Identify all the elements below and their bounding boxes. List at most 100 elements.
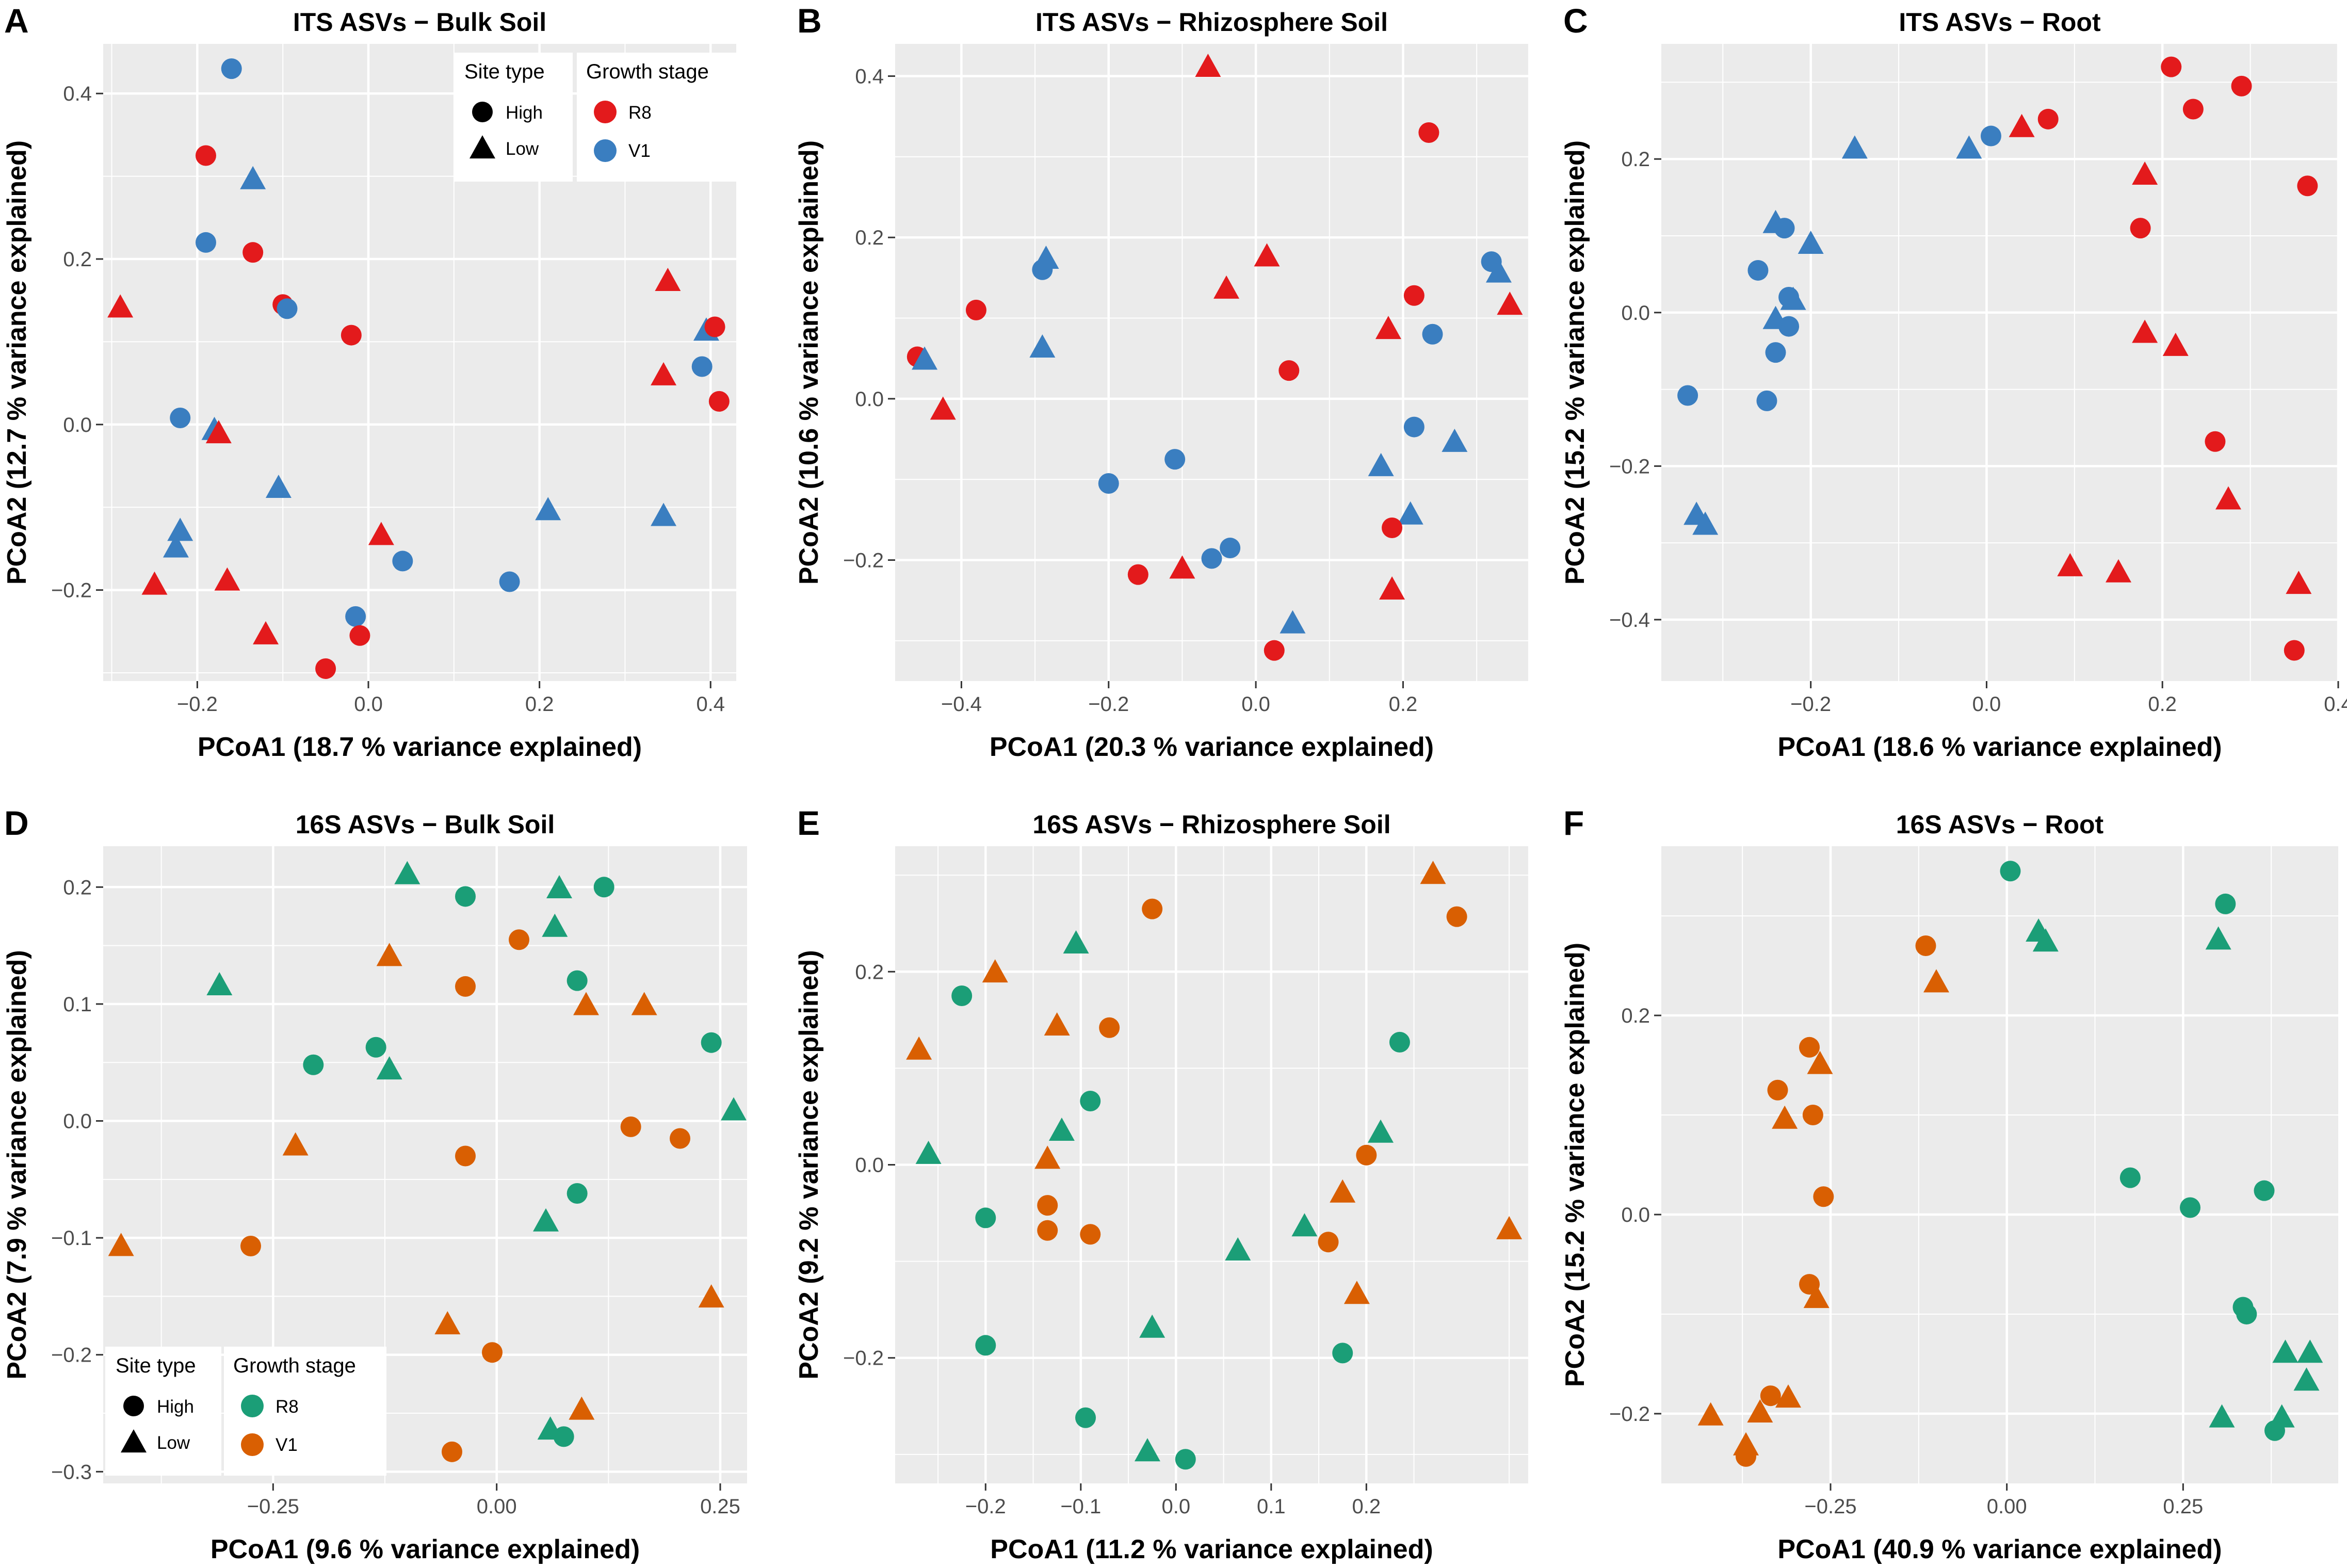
data-point-high-v1 bbox=[442, 1441, 462, 1462]
data-point-high-v1 bbox=[1778, 316, 1800, 337]
x-tick-label: −0.1 bbox=[1060, 1495, 1101, 1518]
data-point-low-r8 bbox=[721, 1097, 747, 1121]
x-tick-label: −0.25 bbox=[1804, 1495, 1856, 1518]
y-tick-label: −0.2 bbox=[1609, 1403, 1650, 1426]
y-tick-label: 0.0 bbox=[63, 1110, 92, 1133]
data-point-low-v1 bbox=[1775, 1384, 1801, 1408]
data-point-high-r8 bbox=[455, 886, 476, 907]
data-point-low-r8 bbox=[2032, 928, 2059, 952]
legend-site-type-box bbox=[105, 1347, 221, 1476]
data-point-high-r8 bbox=[965, 299, 986, 320]
data-point-high-r8 bbox=[2130, 218, 2151, 239]
data-point-low-r8 bbox=[394, 861, 420, 884]
y-tick-label: 0.0 bbox=[855, 1154, 884, 1177]
data-point-high-r8 bbox=[2119, 1167, 2141, 1188]
data-point-low-r8 bbox=[655, 268, 681, 292]
panel-a: −0.2 0.0 0.2 0.4 −0.2 0.0 0.2 0.4 ITS ASVs − Bul… bbox=[2, 2, 742, 762]
data-point-low-r8 bbox=[1375, 316, 1401, 340]
data-point-low-v1 bbox=[1420, 861, 1446, 884]
data-point-high-v1 bbox=[1799, 1037, 1820, 1058]
data-point-high-v1 bbox=[1098, 473, 1119, 494]
data-point-high-r8 bbox=[2161, 56, 2182, 77]
x-tick-label: −0.2 bbox=[177, 693, 218, 716]
data-point-high-r8 bbox=[2037, 108, 2059, 130]
data-point-low-r8 bbox=[2106, 559, 2132, 583]
legend-site-type-title: Site type bbox=[464, 60, 545, 83]
data-point-low-r8 bbox=[1134, 1438, 1160, 1462]
y-tick-label: 0.4 bbox=[63, 83, 92, 105]
data-point-high-v1 bbox=[1037, 1195, 1058, 1216]
data-point-high-r8 bbox=[1332, 1343, 1353, 1364]
data-point-low-v1 bbox=[698, 1284, 724, 1308]
y-tick-label: 0.0 bbox=[1621, 302, 1650, 325]
data-point-high-r8 bbox=[341, 325, 362, 346]
x-axis-label: PCoA1 (11.2 % variance explained) bbox=[990, 1534, 1433, 1564]
data-point-low-v1 bbox=[1747, 1399, 1773, 1423]
data-point-low-r8 bbox=[2293, 1367, 2320, 1391]
data-point-high-v1 bbox=[1765, 342, 1786, 363]
data-point-low-r8 bbox=[542, 913, 568, 937]
y-tick-label: 0.1 bbox=[63, 993, 92, 1016]
data-point-low-r8 bbox=[2297, 1339, 2323, 1363]
legend-low-key bbox=[121, 1429, 147, 1453]
data-point-low-r8 bbox=[206, 972, 233, 996]
data-point-high-v1 bbox=[1802, 1105, 1823, 1126]
data-point-high-r8 bbox=[303, 1054, 324, 1075]
legend-growth-stage-title: Growth stage bbox=[233, 1354, 356, 1377]
data-point-low-r8 bbox=[253, 621, 279, 644]
data-point-high-r8 bbox=[2231, 75, 2252, 96]
data-point-high-r8 bbox=[1278, 360, 1300, 381]
data-points bbox=[1697, 861, 2323, 1467]
data-point-high-v1 bbox=[392, 551, 413, 572]
data-point-low-r8 bbox=[2009, 114, 2035, 137]
x-tick-label: 0.1 bbox=[1257, 1495, 1286, 1518]
data-point-low-v1 bbox=[1692, 511, 1719, 535]
data-point-low-r8 bbox=[533, 1208, 559, 1232]
plot-background bbox=[1661, 846, 2338, 1483]
data-point-high-v1 bbox=[1164, 449, 1186, 470]
data-point-high-v1 bbox=[1318, 1232, 1339, 1253]
data-point-low-r8 bbox=[368, 522, 394, 545]
data-point-low-v1 bbox=[1442, 428, 1468, 452]
x-axis-label: PCoA1 (18.7 % variance explained) bbox=[198, 732, 642, 762]
legend-high-key bbox=[123, 1396, 144, 1416]
legend-v1-key bbox=[594, 139, 617, 162]
data-point-high-r8 bbox=[1382, 517, 1403, 538]
data-points bbox=[907, 53, 1523, 661]
data-point-low-r8 bbox=[2209, 1404, 2235, 1428]
data-point-high-v1 bbox=[509, 929, 529, 950]
data-point-low-r8 bbox=[546, 875, 572, 898]
panel-e: −0.2 −0.1 0.0 0.1 0.2 −0.2 0.0 0.2 16S ASVs − Rh… bbox=[794, 804, 1528, 1564]
y-axis-label: PCoA2 (10.6 % variance explained) bbox=[794, 140, 824, 585]
y-axis-label: PCoA2 (7.9 % variance explained) bbox=[2, 950, 32, 1379]
y-axis-label: PCoA2 (15.2 % variance explained) bbox=[1560, 140, 1590, 585]
y-tick-label: 0.0 bbox=[855, 388, 884, 411]
data-point-high-r8 bbox=[1175, 1449, 1196, 1470]
x-tick-label: −0.25 bbox=[247, 1495, 299, 1518]
data-point-high-r8 bbox=[2297, 175, 2318, 197]
y-tick-label: −0.4 bbox=[1609, 609, 1650, 632]
data-point-low-v1 bbox=[631, 992, 657, 1015]
data-point-low-v1 bbox=[1807, 1050, 1833, 1074]
data-point-high-v1 bbox=[1403, 416, 1425, 438]
x-tick-label: 0.2 bbox=[525, 693, 554, 716]
data-point-high-r8 bbox=[195, 145, 216, 166]
data-point-high-v1 bbox=[1201, 548, 1222, 569]
panel-c: −0.2 0.0 0.2 0.4 −0.4 −0.2 0.0 0.2 ITS ASVs − Ro… bbox=[1560, 2, 2347, 762]
data-point-high-v1 bbox=[1813, 1186, 1834, 1207]
x-tick-label: 0.2 bbox=[1389, 693, 1418, 716]
data-point-low-r8 bbox=[2205, 926, 2231, 950]
legend-site-type-title: Site type bbox=[116, 1354, 196, 1377]
data-point-high-v1 bbox=[170, 407, 191, 428]
x-axis-label: PCoA1 (40.9 % variance explained) bbox=[1777, 1534, 2222, 1564]
data-point-low-v1 bbox=[1697, 1402, 1724, 1426]
data-point-low-r8 bbox=[1048, 1117, 1075, 1141]
legend: Site type Growth stage High Low R8 V1 bbox=[105, 1347, 386, 1476]
data-point-low-r8 bbox=[205, 420, 232, 444]
x-tick-label: −0.2 bbox=[1088, 693, 1129, 716]
data-point-low-v1 bbox=[265, 474, 292, 498]
data-point-low-v1 bbox=[912, 346, 938, 370]
data-point-low-v1 bbox=[434, 1311, 461, 1335]
data-points bbox=[1677, 56, 2318, 661]
